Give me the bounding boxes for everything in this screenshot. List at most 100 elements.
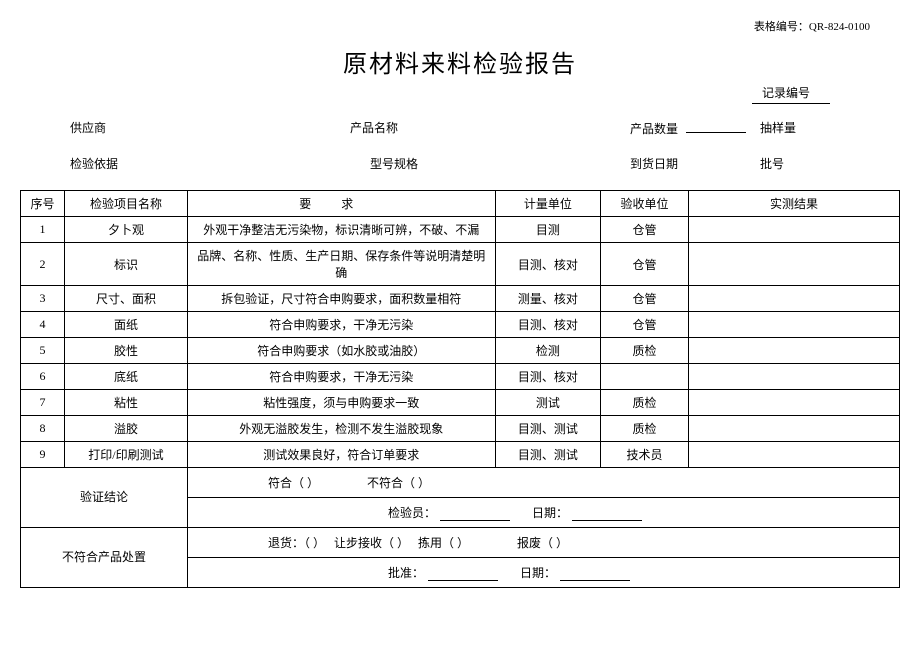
inspector-blank (440, 509, 510, 521)
table-row: 3尺寸、面积拆包验证，尺寸符合申购要求，面积数量相符测量、核对仓管 (21, 286, 900, 312)
disp-conc: 让步接收（ ） (334, 536, 409, 550)
cell-recv: 仓管 (601, 217, 689, 243)
header-fields: 供应商 产品名称 产品数量 抽样量 检验依据 型号规格 到货日期 批号 (70, 119, 860, 172)
form-code-label: 表格编号： (754, 21, 809, 33)
sign-cell: 检验员： 日期： (187, 498, 899, 528)
cell-result (689, 416, 900, 442)
table-header-row: 序号 检验项目名称 要求 计量单位 验收单位 实测结果 (21, 191, 900, 217)
cell-recv: 仓管 (601, 312, 689, 338)
cell-item: 打印/印刷测试 (64, 442, 187, 468)
disp-date-blank (560, 569, 630, 581)
cell-req: 测试效果良好，符合订单要求 (187, 442, 495, 468)
approver-blank (428, 569, 498, 581)
table-row: 9打印/印刷测试测试效果良好，符合订单要求目测、测试技术员 (21, 442, 900, 468)
cell-item: 面纸 (64, 312, 187, 338)
record-no-label: 记录编号 (752, 84, 830, 104)
cell-seq: 1 (21, 217, 65, 243)
disposition-options: 退货：（ ） 让步接收（ ） 拣用（ ） 报废（ ） (187, 528, 899, 558)
verdict-row: 验证结论 符合（ ） 不符合（ ） (21, 468, 900, 498)
col-unit: 计量单位 (495, 191, 600, 217)
disp-scrap: 报废（ ） (517, 536, 568, 550)
cell-unit: 测试 (495, 390, 600, 416)
cell-recv: 质检 (601, 390, 689, 416)
date-label: 日期： (532, 506, 568, 520)
cell-seq: 4 (21, 312, 65, 338)
cell-recv: 质检 (601, 338, 689, 364)
cell-seq: 5 (21, 338, 65, 364)
table-row: 4面纸符合申购要求，干净无污染目测、核对仓管 (21, 312, 900, 338)
cell-req: 品牌、名称、性质、生产日期、保存条件等说明清楚明确 (187, 243, 495, 286)
disposition-label: 不符合产品处置 (21, 528, 188, 588)
cell-unit: 目测 (495, 217, 600, 243)
cell-req: 粘性强度，须与申购要求一致 (187, 390, 495, 416)
table-row: 2标识品牌、名称、性质、生产日期、保存条件等说明清楚明确目测、核对仓管 (21, 243, 900, 286)
record-no-field: 记录编号 (20, 84, 900, 104)
supplier-label: 供应商 (70, 119, 106, 136)
form-code-value: QR-824-0100 (809, 21, 870, 33)
product-qty-label: 产品数量 (630, 120, 678, 137)
disp-return: 退货：（ ） (268, 536, 325, 550)
cell-unit: 目测、核对 (495, 243, 600, 286)
cell-unit: 检测 (495, 338, 600, 364)
date-blank (572, 509, 642, 521)
disposition-row: 不符合产品处置 退货：（ ） 让步接收（ ） 拣用（ ） 报废（ ） (21, 528, 900, 558)
page-title: 原材料来料检验报告 (20, 44, 900, 79)
cell-item: 标识 (64, 243, 187, 286)
cell-seq: 3 (21, 286, 65, 312)
cell-item: 溢胶 (64, 416, 187, 442)
product-qty-blank (686, 119, 746, 133)
inspect-basis-label: 检验依据 (70, 155, 118, 172)
cell-recv: 仓管 (601, 286, 689, 312)
verdict-label: 验证结论 (21, 468, 188, 528)
arrival-date-label: 到货日期 (630, 155, 678, 172)
disposition-sign-cell: 批准： 日期： (187, 558, 899, 588)
form-code: 表格编号：QR-824-0100 (20, 20, 900, 34)
col-req: 要求 (187, 191, 495, 217)
verdict-pass: 符合（ ） (268, 476, 319, 490)
sample-qty-label: 抽样量 (760, 119, 796, 136)
disp-date-label: 日期： (520, 566, 556, 580)
cell-seq: 2 (21, 243, 65, 286)
col-result: 实测结果 (689, 191, 900, 217)
cell-unit: 目测、核对 (495, 312, 600, 338)
cell-req: 符合申购要求，干净无污染 (187, 364, 495, 390)
cell-recv: 质检 (601, 416, 689, 442)
cell-seq: 7 (21, 390, 65, 416)
table-row: 6底纸符合申购要求，干净无污染目测、核对 (21, 364, 900, 390)
cell-result (689, 338, 900, 364)
table-row: 7粘性粘性强度，须与申购要求一致测试质检 (21, 390, 900, 416)
col-seq: 序号 (21, 191, 65, 217)
cell-result (689, 217, 900, 243)
cell-recv: 仓管 (601, 243, 689, 286)
verdict-fail: 不符合（ ） (367, 476, 430, 490)
cell-item: 底纸 (64, 364, 187, 390)
cell-unit: 目测、测试 (495, 416, 600, 442)
cell-recv: 技术员 (601, 442, 689, 468)
product-name-label: 产品名称 (350, 119, 398, 136)
inspector-label: 检验员： (388, 506, 436, 520)
cell-seq: 8 (21, 416, 65, 442)
disp-use: 拣用（ ） (418, 536, 469, 550)
cell-result (689, 286, 900, 312)
model-spec-label: 型号规格 (370, 155, 418, 172)
table-row: 8溢胶外观无溢胶发生，检测不发生溢胶现象目测、测试质检 (21, 416, 900, 442)
cell-recv (601, 364, 689, 390)
col-item: 检验项目名称 (64, 191, 187, 217)
cell-result (689, 442, 900, 468)
cell-req: 拆包验证，尺寸符合申购要求，面积数量相符 (187, 286, 495, 312)
col-recv: 验收单位 (601, 191, 689, 217)
cell-req: 外观干净整洁无污染物，标识清晰可辨，不破、不漏 (187, 217, 495, 243)
cell-item: 尺寸、面积 (64, 286, 187, 312)
cell-req: 符合申购要求，干净无污染 (187, 312, 495, 338)
cell-item: 夕卜观 (64, 217, 187, 243)
approver-label: 批准： (388, 566, 424, 580)
batch-no-label: 批号 (760, 155, 784, 172)
table-row: 5胶性符合申购要求（如水胶或油胶）检测质检 (21, 338, 900, 364)
verdict-options: 符合（ ） 不符合（ ） (187, 468, 899, 498)
cell-req: 符合申购要求（如水胶或油胶） (187, 338, 495, 364)
table-row: 1夕卜观外观干净整洁无污染物，标识清晰可辨，不破、不漏目测仓管 (21, 217, 900, 243)
cell-result (689, 390, 900, 416)
cell-result (689, 312, 900, 338)
cell-result (689, 364, 900, 390)
cell-result (689, 243, 900, 286)
